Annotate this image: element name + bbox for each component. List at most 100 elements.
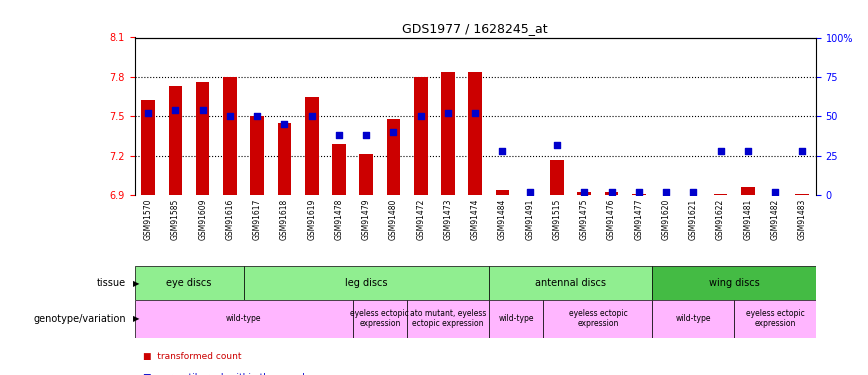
Point xyxy=(741,148,755,154)
Point xyxy=(250,113,264,119)
Text: GSM91480: GSM91480 xyxy=(389,199,398,240)
Text: antennal discs: antennal discs xyxy=(536,278,606,288)
Bar xyxy=(135,266,244,300)
Bar xyxy=(359,154,373,195)
Text: GSM91473: GSM91473 xyxy=(444,199,452,240)
Bar xyxy=(605,192,618,195)
Bar xyxy=(734,300,816,338)
Bar xyxy=(441,72,455,195)
Point xyxy=(278,121,292,127)
Text: GSM91484: GSM91484 xyxy=(498,199,507,240)
Text: wild-type: wild-type xyxy=(675,314,711,323)
Point xyxy=(795,148,809,154)
Bar xyxy=(653,300,734,338)
Bar xyxy=(168,86,182,195)
Text: GSM91570: GSM91570 xyxy=(144,199,153,240)
Text: GSM91609: GSM91609 xyxy=(198,199,207,240)
Bar xyxy=(632,194,646,195)
Text: GSM91491: GSM91491 xyxy=(525,199,534,240)
Text: wild-type: wild-type xyxy=(226,314,261,323)
Bar xyxy=(352,300,407,338)
Point xyxy=(332,132,346,138)
Point xyxy=(168,107,182,113)
Point xyxy=(605,189,619,195)
Bar xyxy=(469,72,482,195)
Point xyxy=(305,113,319,119)
Point xyxy=(414,113,428,119)
Point xyxy=(469,110,483,116)
Bar xyxy=(795,194,809,195)
Text: GSM91619: GSM91619 xyxy=(307,199,316,240)
Bar xyxy=(489,300,543,338)
Text: GSM91482: GSM91482 xyxy=(771,199,779,240)
Bar xyxy=(278,123,292,195)
Text: wild-type: wild-type xyxy=(498,314,534,323)
Text: wing discs: wing discs xyxy=(709,278,760,288)
Bar xyxy=(332,144,345,195)
Text: ato mutant, eyeless
ectopic expression: ato mutant, eyeless ectopic expression xyxy=(410,309,486,328)
Text: GSM91585: GSM91585 xyxy=(171,199,180,240)
Text: GSM91478: GSM91478 xyxy=(334,199,344,240)
Bar xyxy=(244,266,489,300)
Text: GSM91620: GSM91620 xyxy=(661,199,670,240)
Text: eye discs: eye discs xyxy=(167,278,212,288)
Bar xyxy=(141,100,155,195)
Bar xyxy=(386,119,400,195)
Point xyxy=(550,142,564,148)
Text: tissue: tissue xyxy=(96,278,126,288)
Bar xyxy=(741,187,754,195)
Text: GSM91515: GSM91515 xyxy=(553,199,562,240)
Bar xyxy=(407,300,489,338)
Text: ▶: ▶ xyxy=(133,279,139,288)
Point xyxy=(386,129,400,135)
Bar xyxy=(489,266,653,300)
Text: eyeless ectopic
expression: eyeless ectopic expression xyxy=(351,309,409,328)
Text: eyeless ectopic
expression: eyeless ectopic expression xyxy=(746,309,805,328)
Point xyxy=(523,189,536,195)
Bar xyxy=(543,300,653,338)
Bar xyxy=(250,116,264,195)
Point xyxy=(359,132,373,138)
Point xyxy=(577,189,591,195)
Bar xyxy=(496,190,510,195)
Text: leg discs: leg discs xyxy=(345,278,387,288)
Text: GSM91476: GSM91476 xyxy=(607,199,616,240)
Text: GSM91477: GSM91477 xyxy=(635,199,643,240)
Bar xyxy=(414,77,428,195)
Text: GSM91618: GSM91618 xyxy=(280,199,289,240)
Point xyxy=(632,189,646,195)
Bar xyxy=(550,160,564,195)
Bar xyxy=(653,266,816,300)
Point xyxy=(768,189,782,195)
Bar xyxy=(577,192,591,195)
Bar xyxy=(223,77,237,195)
Text: GSM91475: GSM91475 xyxy=(580,199,589,240)
Text: ▶: ▶ xyxy=(133,314,139,323)
Point xyxy=(713,148,727,154)
Text: GSM91472: GSM91472 xyxy=(417,199,425,240)
Point xyxy=(441,110,455,116)
Point xyxy=(687,189,700,195)
Text: GSM91483: GSM91483 xyxy=(798,199,806,240)
Text: GSM91481: GSM91481 xyxy=(743,199,753,240)
Text: GSM91622: GSM91622 xyxy=(716,199,725,240)
Bar xyxy=(305,97,319,195)
Point xyxy=(496,148,510,154)
Text: eyeless ectopic
expression: eyeless ectopic expression xyxy=(569,309,628,328)
Point xyxy=(223,113,237,119)
Text: genotype/variation: genotype/variation xyxy=(33,314,126,324)
Text: GSM91479: GSM91479 xyxy=(362,199,371,240)
Text: ■  percentile rank within the sample: ■ percentile rank within the sample xyxy=(143,373,311,375)
Point xyxy=(659,189,673,195)
Bar xyxy=(713,194,727,195)
Text: GSM91617: GSM91617 xyxy=(253,199,261,240)
Point xyxy=(141,110,155,116)
Text: GSM91616: GSM91616 xyxy=(226,199,234,240)
Title: GDS1977 / 1628245_at: GDS1977 / 1628245_at xyxy=(403,22,548,35)
Text: GSM91474: GSM91474 xyxy=(470,199,480,240)
Text: ■  transformed count: ■ transformed count xyxy=(143,352,241,362)
Point xyxy=(195,107,210,113)
Text: GSM91621: GSM91621 xyxy=(689,199,698,240)
Bar xyxy=(135,300,352,338)
Bar xyxy=(196,82,209,195)
